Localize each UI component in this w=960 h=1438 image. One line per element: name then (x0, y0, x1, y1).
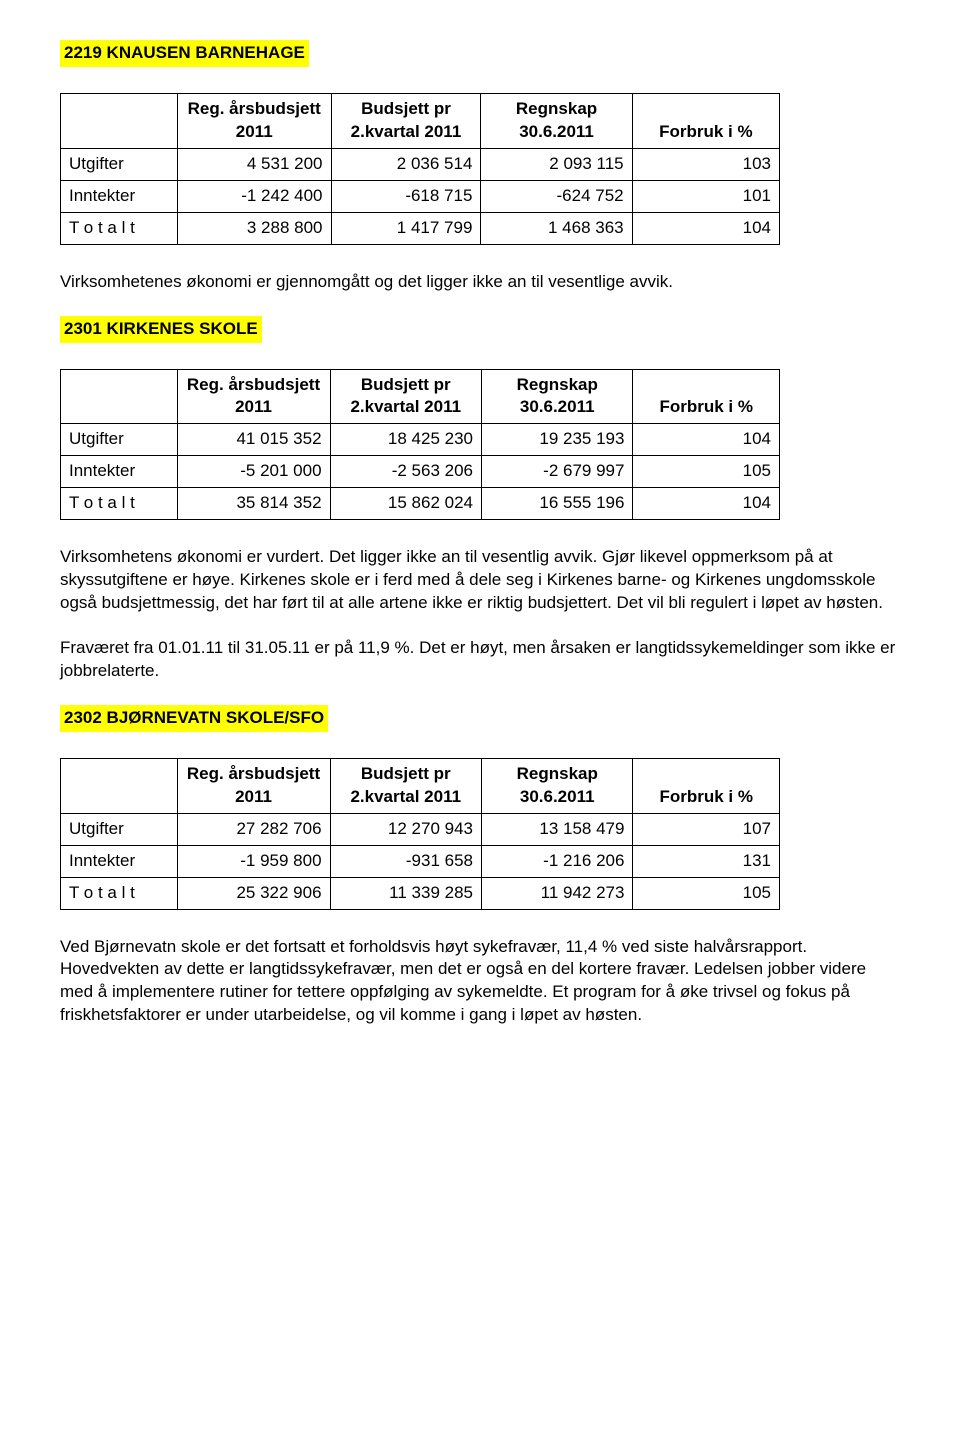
row-label: Inntekter (61, 456, 178, 488)
cell: 131 (633, 845, 780, 877)
section-2301: 2301 KIRKENES SKOLE Reg. årsbudsjett 201… (60, 316, 900, 683)
col-forbruk: Forbruk i % (633, 758, 780, 813)
col-arsbudsjett: Reg. årsbudsjett 2011 (177, 369, 330, 424)
table-row: Utgifter 41 015 352 18 425 230 19 235 19… (61, 424, 780, 456)
cell: -2 563 206 (330, 456, 481, 488)
col-budsjett-pr: Budsjett pr 2.kvartal 2011 (331, 93, 481, 148)
cell: -2 679 997 (482, 456, 633, 488)
cell: -618 715 (331, 180, 481, 212)
row-label: Utgifter (61, 813, 178, 845)
cell: 1 468 363 (481, 212, 632, 244)
table-row: Inntekter -1 242 400 -618 715 -624 752 1… (61, 180, 780, 212)
col-forbruk: Forbruk i % (633, 369, 780, 424)
paragraph: Fraværet fra 01.01.11 til 31.05.11 er på… (60, 637, 900, 683)
cell: 13 158 479 (482, 813, 633, 845)
budget-table-2301: Reg. årsbudsjett 2011 Budsjett pr 2.kvar… (60, 369, 780, 521)
col-budsjett-pr: Budsjett pr 2.kvartal 2011 (330, 758, 481, 813)
table-row: Inntekter -5 201 000 -2 563 206 -2 679 9… (61, 456, 780, 488)
cell: 105 (633, 877, 780, 909)
row-label: T o t a l t (61, 877, 178, 909)
table-header-row: Reg. årsbudsjett 2011 Budsjett pr 2.kvar… (61, 758, 780, 813)
paragraph: Virksomhetens økonomi er vurdert. Det li… (60, 546, 900, 615)
col-arsbudsjett: Reg. årsbudsjett 2011 (177, 758, 330, 813)
row-label: Inntekter (61, 845, 178, 877)
paragraph: Ved Bjørnevatn skole er det fortsatt et … (60, 936, 900, 1028)
row-label: Utgifter (61, 424, 178, 456)
cell: 12 270 943 (330, 813, 481, 845)
col-regnskap: Regnskap 30.6.2011 (482, 369, 633, 424)
section-heading: 2219 KNAUSEN BARNEHAGE (60, 40, 309, 67)
section-2302: 2302 BJØRNEVATN SKOLE/SFO Reg. årsbudsje… (60, 705, 900, 1027)
col-regnskap: Regnskap 30.6.2011 (481, 93, 632, 148)
col-budsjett-pr: Budsjett pr 2.kvartal 2011 (330, 369, 481, 424)
col-blank (61, 758, 178, 813)
cell: 16 555 196 (482, 488, 633, 520)
col-regnskap: Regnskap 30.6.2011 (482, 758, 633, 813)
cell: -1 242 400 (177, 180, 331, 212)
cell: 1 417 799 (331, 212, 481, 244)
cell: 104 (632, 212, 779, 244)
cell: 11 942 273 (482, 877, 633, 909)
cell: 104 (633, 424, 780, 456)
row-label: T o t a l t (61, 212, 178, 244)
cell: -5 201 000 (177, 456, 330, 488)
budget-table-2219: Reg. årsbudsjett 2011 Budsjett pr 2.kvar… (60, 93, 780, 245)
table-row: Inntekter -1 959 800 -931 658 -1 216 206… (61, 845, 780, 877)
cell: 105 (633, 456, 780, 488)
cell: 27 282 706 (177, 813, 330, 845)
col-forbruk: Forbruk i % (632, 93, 779, 148)
table-row: Utgifter 4 531 200 2 036 514 2 093 115 1… (61, 148, 780, 180)
cell: 2 093 115 (481, 148, 632, 180)
cell: -931 658 (330, 845, 481, 877)
table-row: T o t a l t 25 322 906 11 339 285 11 942… (61, 877, 780, 909)
cell: 11 339 285 (330, 877, 481, 909)
table-row: T o t a l t 35 814 352 15 862 024 16 555… (61, 488, 780, 520)
cell: -1 959 800 (177, 845, 330, 877)
cell: 101 (632, 180, 779, 212)
row-label: T o t a l t (61, 488, 178, 520)
cell: 41 015 352 (177, 424, 330, 456)
row-label: Utgifter (61, 148, 178, 180)
cell: 35 814 352 (177, 488, 330, 520)
cell: 2 036 514 (331, 148, 481, 180)
row-label: Inntekter (61, 180, 178, 212)
cell: 15 862 024 (330, 488, 481, 520)
cell: -624 752 (481, 180, 632, 212)
table-header-row: Reg. årsbudsjett 2011 Budsjett pr 2.kvar… (61, 369, 780, 424)
cell: 4 531 200 (177, 148, 331, 180)
section-heading: 2302 BJØRNEVATN SKOLE/SFO (60, 705, 328, 732)
section-2219: 2219 KNAUSEN BARNEHAGE Reg. årsbudsjett … (60, 40, 900, 294)
table-row: Utgifter 27 282 706 12 270 943 13 158 47… (61, 813, 780, 845)
col-blank (61, 369, 178, 424)
section-heading: 2301 KIRKENES SKOLE (60, 316, 262, 343)
table-header-row: Reg. årsbudsjett 2011 Budsjett pr 2.kvar… (61, 93, 780, 148)
document-page: 2219 KNAUSEN BARNEHAGE Reg. årsbudsjett … (0, 0, 960, 1109)
col-blank (61, 93, 178, 148)
paragraph: Virksomhetenes økonomi er gjennomgått og… (60, 271, 900, 294)
cell: 104 (633, 488, 780, 520)
cell: 25 322 906 (177, 877, 330, 909)
cell: -1 216 206 (482, 845, 633, 877)
col-arsbudsjett: Reg. årsbudsjett 2011 (177, 93, 331, 148)
cell: 19 235 193 (482, 424, 633, 456)
cell: 107 (633, 813, 780, 845)
budget-table-2302: Reg. årsbudsjett 2011 Budsjett pr 2.kvar… (60, 758, 780, 910)
table-row: T o t a l t 3 288 800 1 417 799 1 468 36… (61, 212, 780, 244)
cell: 103 (632, 148, 779, 180)
cell: 18 425 230 (330, 424, 481, 456)
cell: 3 288 800 (177, 212, 331, 244)
